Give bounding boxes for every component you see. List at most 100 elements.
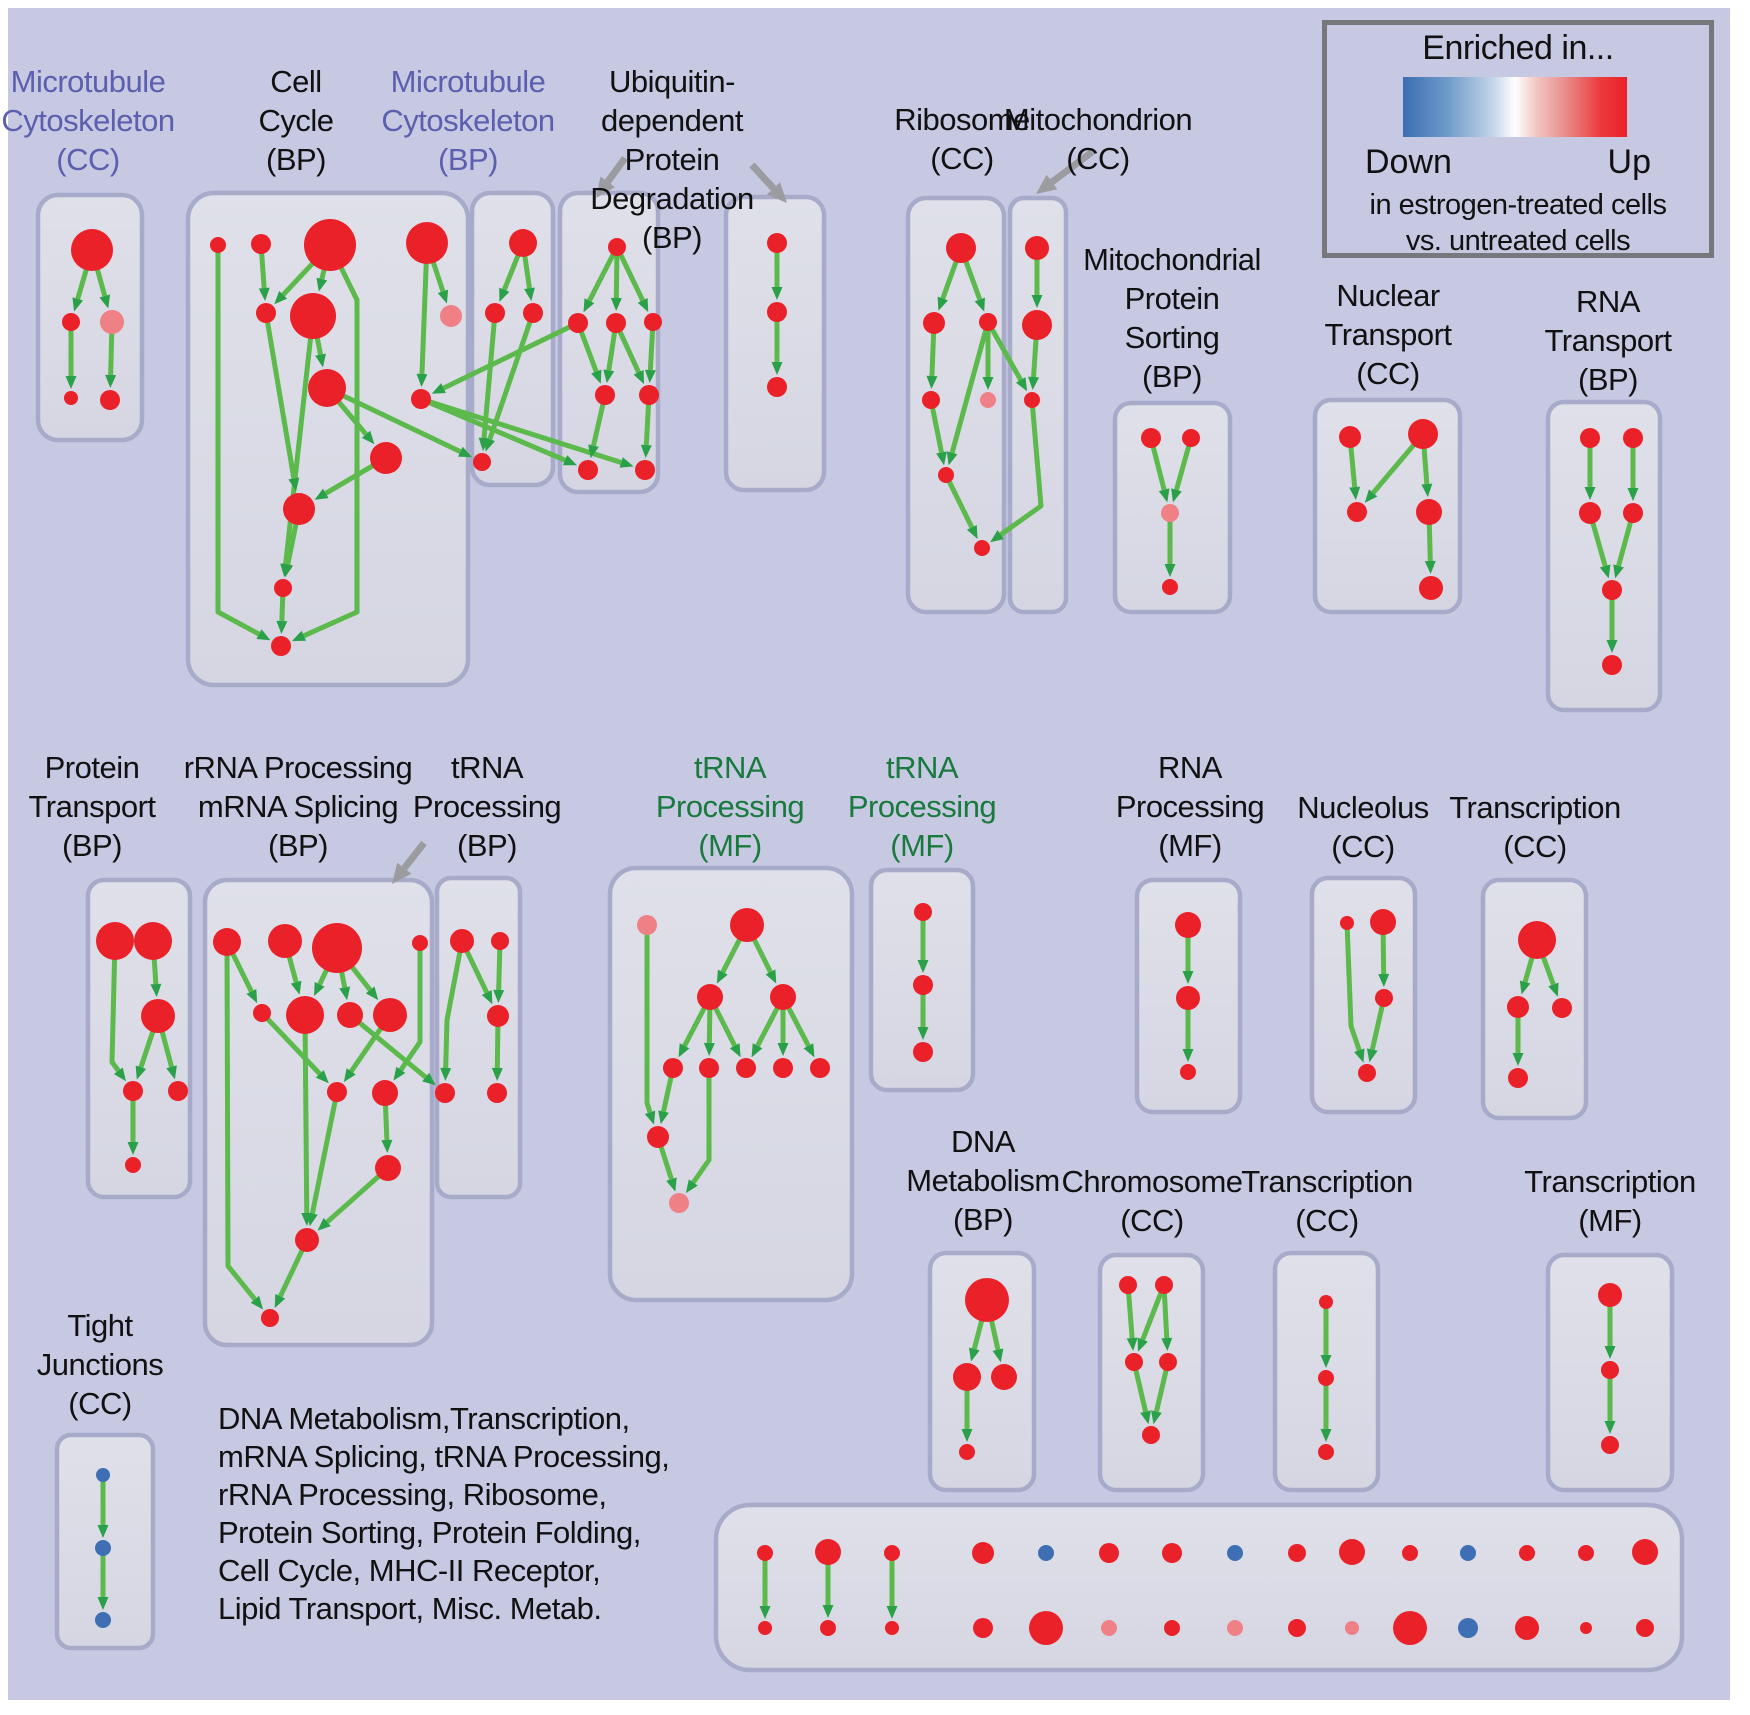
- go-term-node-B13: [271, 636, 291, 656]
- edge-N1-N10-line: [644, 934, 653, 1114]
- go-term-node-F4: [922, 391, 940, 409]
- edge-L4-L10-head: [393, 1066, 406, 1081]
- go-term-node-N3: [697, 984, 723, 1010]
- edge-X2t-X2b-head: [822, 1605, 834, 1618]
- edge-F2-F4-line: [929, 332, 937, 377]
- edge-W2-W3-head: [97, 1597, 109, 1610]
- edge-V1-V2-head: [1604, 1346, 1616, 1359]
- edge-T2-T4-head: [1161, 1337, 1173, 1352]
- edge-N2-N4-line: [751, 938, 773, 974]
- edge-V2-V3-head: [1604, 1421, 1616, 1434]
- go-term-node-X9: [1288, 1544, 1306, 1562]
- go-term-node-J6: [1602, 655, 1622, 675]
- go-term-node-S1: [965, 1278, 1009, 1322]
- go-term-node-Q1: [1340, 916, 1354, 930]
- edge-I2-I3-line: [1371, 443, 1416, 495]
- go-term-node-X4: [972, 1542, 994, 1564]
- edge-L12-L13-line: [278, 1248, 305, 1298]
- edge-B1-B13-head: [256, 629, 271, 641]
- go-term-node-B9: [411, 389, 431, 409]
- edge-R1-R2-head: [1519, 980, 1531, 995]
- edge-J4-J5-line: [1616, 521, 1634, 567]
- edge-L12-L13-head: [274, 1293, 286, 1309]
- edge-B11-B12-head: [282, 563, 294, 578]
- go-term-node-X3t: [884, 1545, 900, 1561]
- edge-B9-D8-head: [619, 457, 634, 468]
- edge-N4-N8-head: [777, 1043, 789, 1056]
- legend-context-line2: vs. untreated cells: [1405, 225, 1631, 257]
- edge-K3-K5-head: [166, 1065, 177, 1080]
- go-term-node-E2: [767, 302, 787, 322]
- edge-N5-N10-line: [661, 1076, 674, 1113]
- edge-B9-D7-line: [428, 400, 566, 463]
- go-term-node-L9: [327, 1082, 347, 1102]
- edge-S1-S2-line: [971, 1319, 985, 1350]
- go-term-node-N11: [669, 1193, 689, 1213]
- edge-F6-F7-line: [946, 480, 975, 529]
- edge-B11-B12-line: [285, 523, 299, 565]
- go-term-node-C1: [509, 229, 537, 257]
- go-term-node-A5: [100, 390, 120, 410]
- go-term-node-Y8: [1227, 1620, 1243, 1636]
- label-ubiquitin-dependent-protein-degradation-bp: Ubiquitin-dependent Protein Degradation (B…: [590, 64, 754, 255]
- go-term-node-A1: [71, 229, 113, 271]
- edge-B12-B13-head: [276, 620, 288, 635]
- go-term-node-X5: [1038, 1545, 1054, 1561]
- go-term-node-Q2: [1370, 909, 1396, 935]
- edge-J3-J5-line: [1590, 521, 1608, 567]
- edge-M1-M4-line: [443, 951, 463, 1069]
- edge-M2-M3-line: [496, 948, 503, 991]
- edge-I1-I3-head: [1349, 486, 1361, 501]
- edge-B8-B10-head: [361, 430, 375, 445]
- edge-K4-K6-head: [127, 1142, 139, 1155]
- edge-B3-B13-head: [291, 630, 307, 642]
- label-trna-processing-bp: tRNA Processing (BP): [412, 750, 562, 863]
- go-term-node-H2: [1182, 429, 1200, 447]
- edge-N4-N7-head: [751, 1043, 763, 1058]
- go-term-node-Y6: [1101, 1620, 1117, 1636]
- edge-D1-D4-head: [637, 297, 649, 313]
- edge-K3-K5-line: [159, 1030, 174, 1068]
- edge-B6-B12-line: [283, 337, 314, 565]
- edge-L1-L13-line: [224, 954, 257, 1301]
- edge-A2-A4-head: [65, 376, 77, 389]
- edge-G3-F7-line: [999, 406, 1044, 537]
- edge-I2-I3-head: [1364, 489, 1378, 503]
- go-term-node-K5: [168, 1081, 188, 1101]
- edge-I4-I5-head: [1424, 560, 1436, 575]
- go-term-node-U2: [1318, 1370, 1334, 1386]
- go-term-node-B5: [256, 303, 276, 323]
- go-term-node-X6: [1099, 1543, 1119, 1563]
- go-term-node-H4: [1162, 579, 1178, 595]
- go-term-node-D4: [644, 313, 662, 331]
- edge-M3-M5-line: [494, 1025, 501, 1069]
- edge-B8-C4-line: [342, 393, 462, 454]
- go-term-node-B12: [274, 579, 292, 597]
- edge-D6-D8-head: [640, 444, 652, 459]
- edge-K1-K4-head: [113, 1067, 126, 1082]
- go-term-node-B3: [304, 219, 356, 271]
- legend-down-label: Down: [1365, 143, 1452, 181]
- go-term-node-B7: [440, 305, 462, 327]
- edge-F3-F6-head: [946, 451, 958, 466]
- edge-B4-B7-line: [430, 261, 446, 293]
- label-microtubule-cytoskeleton-cc: Microtubule Cytoskeleton (CC): [1, 64, 175, 177]
- go-term-node-L8: [373, 998, 407, 1032]
- go-term-node-J1: [1580, 428, 1600, 448]
- label-mitochondrial-protein-sorting-bp: Mitochondrial Protein Sorting (BP): [1083, 242, 1261, 394]
- go-term-node-B6: [290, 293, 336, 339]
- label-transcription-mf: Transcription (MF): [1524, 1164, 1696, 1238]
- edge-E2-E3-head: [771, 362, 783, 375]
- edge-X1t-X1b-head: [759, 1606, 771, 1619]
- edge-L3-L7-line: [339, 971, 348, 988]
- edge-K2-K3-head: [150, 983, 162, 998]
- go-term-node-A3: [100, 310, 124, 334]
- label-nuclear-transport-cc: Nuclear Transport (CC): [1324, 278, 1452, 391]
- edge-H1-H3-line: [1150, 446, 1167, 491]
- edge-L3-L6-head: [314, 981, 325, 997]
- edge-L1-L13-head: [250, 1295, 264, 1310]
- edge-C1-C2-head: [499, 287, 510, 302]
- edge-C3-C4-line: [487, 320, 533, 441]
- color-legend: Enriched in... Down Up in estrogen-treat…: [1322, 20, 1714, 258]
